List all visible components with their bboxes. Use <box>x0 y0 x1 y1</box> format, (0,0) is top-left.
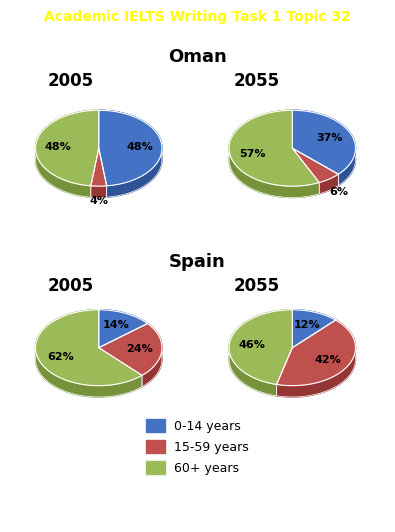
Polygon shape <box>276 320 356 386</box>
Text: Spain: Spain <box>169 253 226 271</box>
Polygon shape <box>99 310 147 335</box>
Text: 42%: 42% <box>315 355 342 364</box>
Text: Oman: Oman <box>168 48 227 66</box>
Polygon shape <box>229 110 319 186</box>
Polygon shape <box>99 310 147 348</box>
Text: 24%: 24% <box>126 344 153 354</box>
Text: 2005: 2005 <box>48 277 94 295</box>
Polygon shape <box>91 186 107 197</box>
Text: 14%: 14% <box>103 320 130 330</box>
Polygon shape <box>142 323 162 387</box>
Polygon shape <box>36 110 99 197</box>
Text: 37%: 37% <box>317 134 343 144</box>
Polygon shape <box>229 110 319 197</box>
Polygon shape <box>36 110 99 186</box>
Text: the ages of the populations of Oman
and Spain in 2005 andprojections for 2055: the ages of the populations of Oman and … <box>71 494 324 522</box>
Text: 46%: 46% <box>238 339 265 350</box>
Polygon shape <box>99 110 162 186</box>
Polygon shape <box>91 148 107 186</box>
Text: 2055: 2055 <box>234 72 280 90</box>
Polygon shape <box>292 148 339 182</box>
Text: 4%: 4% <box>89 196 108 206</box>
Polygon shape <box>99 110 162 197</box>
Legend: 0-14 years, 15-59 years, 60+ years: 0-14 years, 15-59 years, 60+ years <box>146 419 249 475</box>
Polygon shape <box>36 310 142 386</box>
Text: 48%: 48% <box>44 142 71 152</box>
Text: Academic IELTS Writing Task 1 Topic 32: Academic IELTS Writing Task 1 Topic 32 <box>44 10 351 24</box>
Text: 12%: 12% <box>294 320 321 330</box>
Polygon shape <box>229 310 292 385</box>
Polygon shape <box>292 310 336 348</box>
Polygon shape <box>229 310 292 396</box>
Polygon shape <box>292 110 356 174</box>
Text: 2005: 2005 <box>48 72 94 90</box>
Polygon shape <box>36 310 142 397</box>
Polygon shape <box>319 174 339 194</box>
Polygon shape <box>276 320 356 397</box>
Text: 6%: 6% <box>329 187 348 197</box>
Polygon shape <box>99 323 162 376</box>
Polygon shape <box>292 110 356 186</box>
Text: 2055: 2055 <box>234 277 280 295</box>
Text: 57%: 57% <box>239 148 265 159</box>
Text: 62%: 62% <box>47 352 74 362</box>
Polygon shape <box>292 310 336 331</box>
Text: 48%: 48% <box>126 142 153 152</box>
